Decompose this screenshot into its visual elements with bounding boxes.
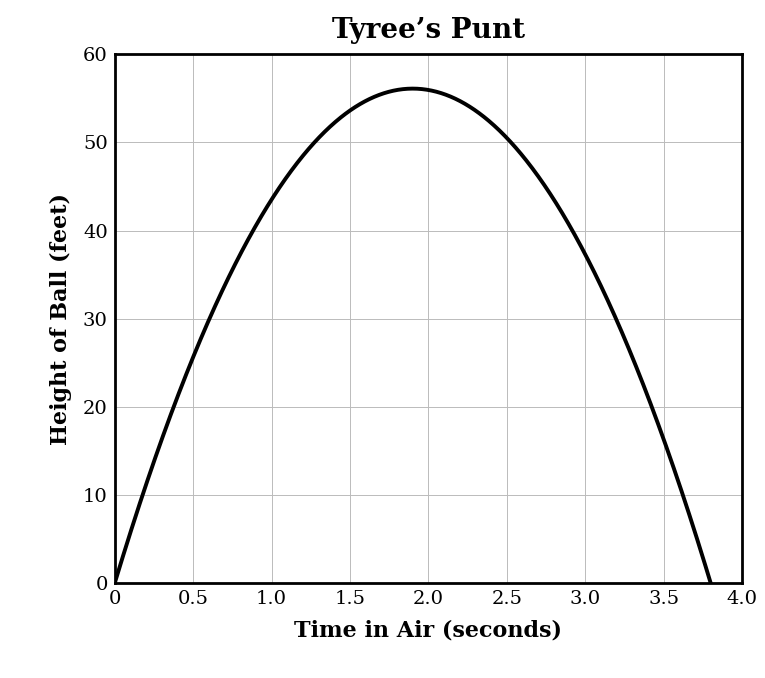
Y-axis label: Height of Ball (feet): Height of Ball (feet) xyxy=(50,193,72,445)
Title: Tyree’s Punt: Tyree’s Punt xyxy=(332,16,525,43)
X-axis label: Time in Air (seconds): Time in Air (seconds) xyxy=(295,619,562,641)
